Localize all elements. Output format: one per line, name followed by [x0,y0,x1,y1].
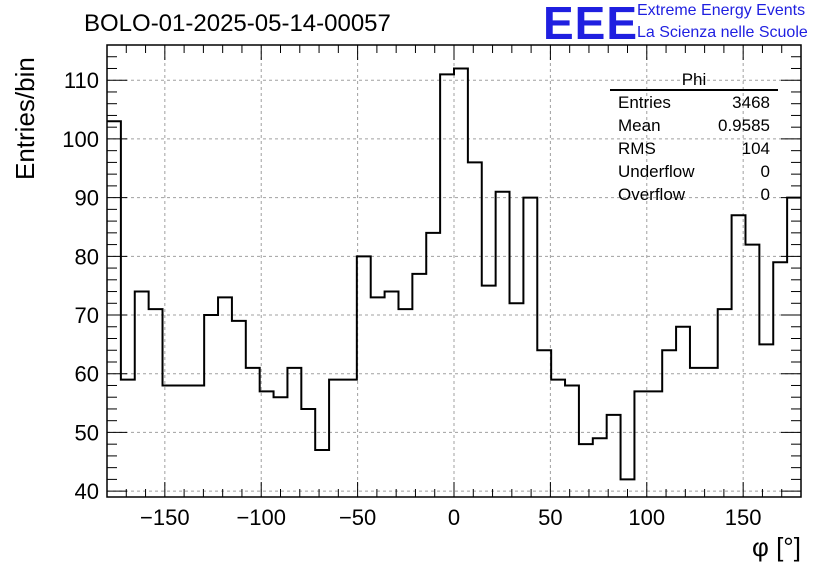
logo-line-2: La Scienza nelle Scuole [637,24,808,41]
histogram-bin [579,444,593,497]
histogram-bin [412,274,426,497]
histogram-bin [565,385,579,497]
y-tick-label: 80 [75,244,99,269]
tick-labels: −150 −100 −50 0 50 100 150 40 50 60 70 80 90 100 110 [62,68,761,530]
y-tick-label: 90 [75,186,99,211]
histogram-bin [385,292,399,497]
eee-logo: EEE [543,0,639,49]
histogram-bin [440,74,454,497]
histogram-bin [662,350,676,497]
stats-label: Underflow [618,162,695,181]
stats-value: 0 [760,185,770,204]
stats-value: 104 [741,139,770,158]
histogram-bin [759,344,773,497]
histogram-bin [523,198,537,497]
y-tick-label: 110 [64,68,99,93]
histogram-bin [745,245,759,497]
histogram-bin [704,368,718,497]
stats-value: 0.9585 [718,116,770,135]
histogram-bin [787,198,801,497]
histogram-bin [149,309,163,497]
histogram-bin [593,438,607,497]
y-tick-label: 60 [75,362,99,387]
x-tick-label: 150 [725,505,762,530]
histogram-bin [718,309,732,497]
stats-title: Phi [610,70,778,91]
histogram-bin [287,368,301,497]
stats-label: Entries [618,93,671,112]
histogram-bin [648,391,662,497]
stats-row-mean: Mean 0.9585 [610,114,778,137]
histogram-bin [343,380,357,497]
stats-label: Mean [618,116,661,135]
histogram-bin [204,315,218,497]
histogram-bin [190,385,204,497]
histogram-bin [468,162,482,497]
y-axis-label: Entries/bin [10,57,40,180]
logo-line-1: Extreme Energy Events [637,2,806,19]
histogram-bin [482,286,496,497]
histogram-bin [329,380,343,497]
y-tick-label: 70 [75,303,99,328]
stats-label: RMS [618,139,656,158]
histogram-bin [537,350,551,497]
stats-row-underflow: Underflow 0 [610,160,778,183]
axes [106,44,802,498]
histogram-bin [301,409,315,497]
histogram-bin [621,479,635,497]
x-tick-label: 0 [448,505,460,530]
x-axis-label: φ [°] [752,532,801,562]
histogram-bin [357,256,371,497]
grid-lines [107,45,801,497]
stats-row-overflow: Overflow 0 [610,183,778,206]
histogram-bin [107,121,121,497]
chart-title: BOLO-01-2025-05-14-00057 [84,10,391,37]
stats-row-entries: Entries 3468 [610,91,778,114]
histogram-bin [773,262,787,497]
histogram-bin [260,391,274,497]
y-tick-label: 100 [62,127,99,152]
y-tick-label: 50 [75,420,99,445]
stats-label: Overflow [618,185,686,204]
histogram-bin [454,68,468,497]
histogram-bin [690,368,704,497]
histogram-bin [218,297,232,497]
histogram-bin [176,385,190,497]
histogram-bin [607,415,621,497]
histogram-bin [135,292,149,497]
x-tick-label: −50 [339,505,376,530]
histogram-outline [107,67,801,481]
histogram-bins [107,67,801,497]
histogram-bin [121,380,135,497]
histogram-bin [315,450,329,497]
stats-box: Phi Entries 3468 Mean 0.9585 RMS 104 Und… [610,70,778,206]
histogram-bin [246,368,260,497]
stats-value: 3468 [732,93,770,112]
x-tick-label: 50 [538,505,562,530]
histogram-bin [510,303,524,497]
histogram-bin [163,385,177,497]
stats-row-rms: RMS 104 [610,137,778,160]
histogram-bin [676,327,690,497]
x-tick-label: 100 [628,505,665,530]
histogram-bin [371,297,385,497]
histogram-bin [551,380,565,497]
histogram-bin [232,321,246,497]
histogram-bin [398,309,412,497]
stats-value: 0 [760,162,770,181]
histogram-bin [634,391,648,497]
histogram-bin [732,215,746,497]
y-tick-label: 40 [75,479,99,504]
histogram-bin [496,192,510,497]
histogram-bin [426,233,440,497]
x-tick-label: −150 [140,505,190,530]
x-tick-label: −100 [236,505,286,530]
histogram-bin [274,397,288,497]
